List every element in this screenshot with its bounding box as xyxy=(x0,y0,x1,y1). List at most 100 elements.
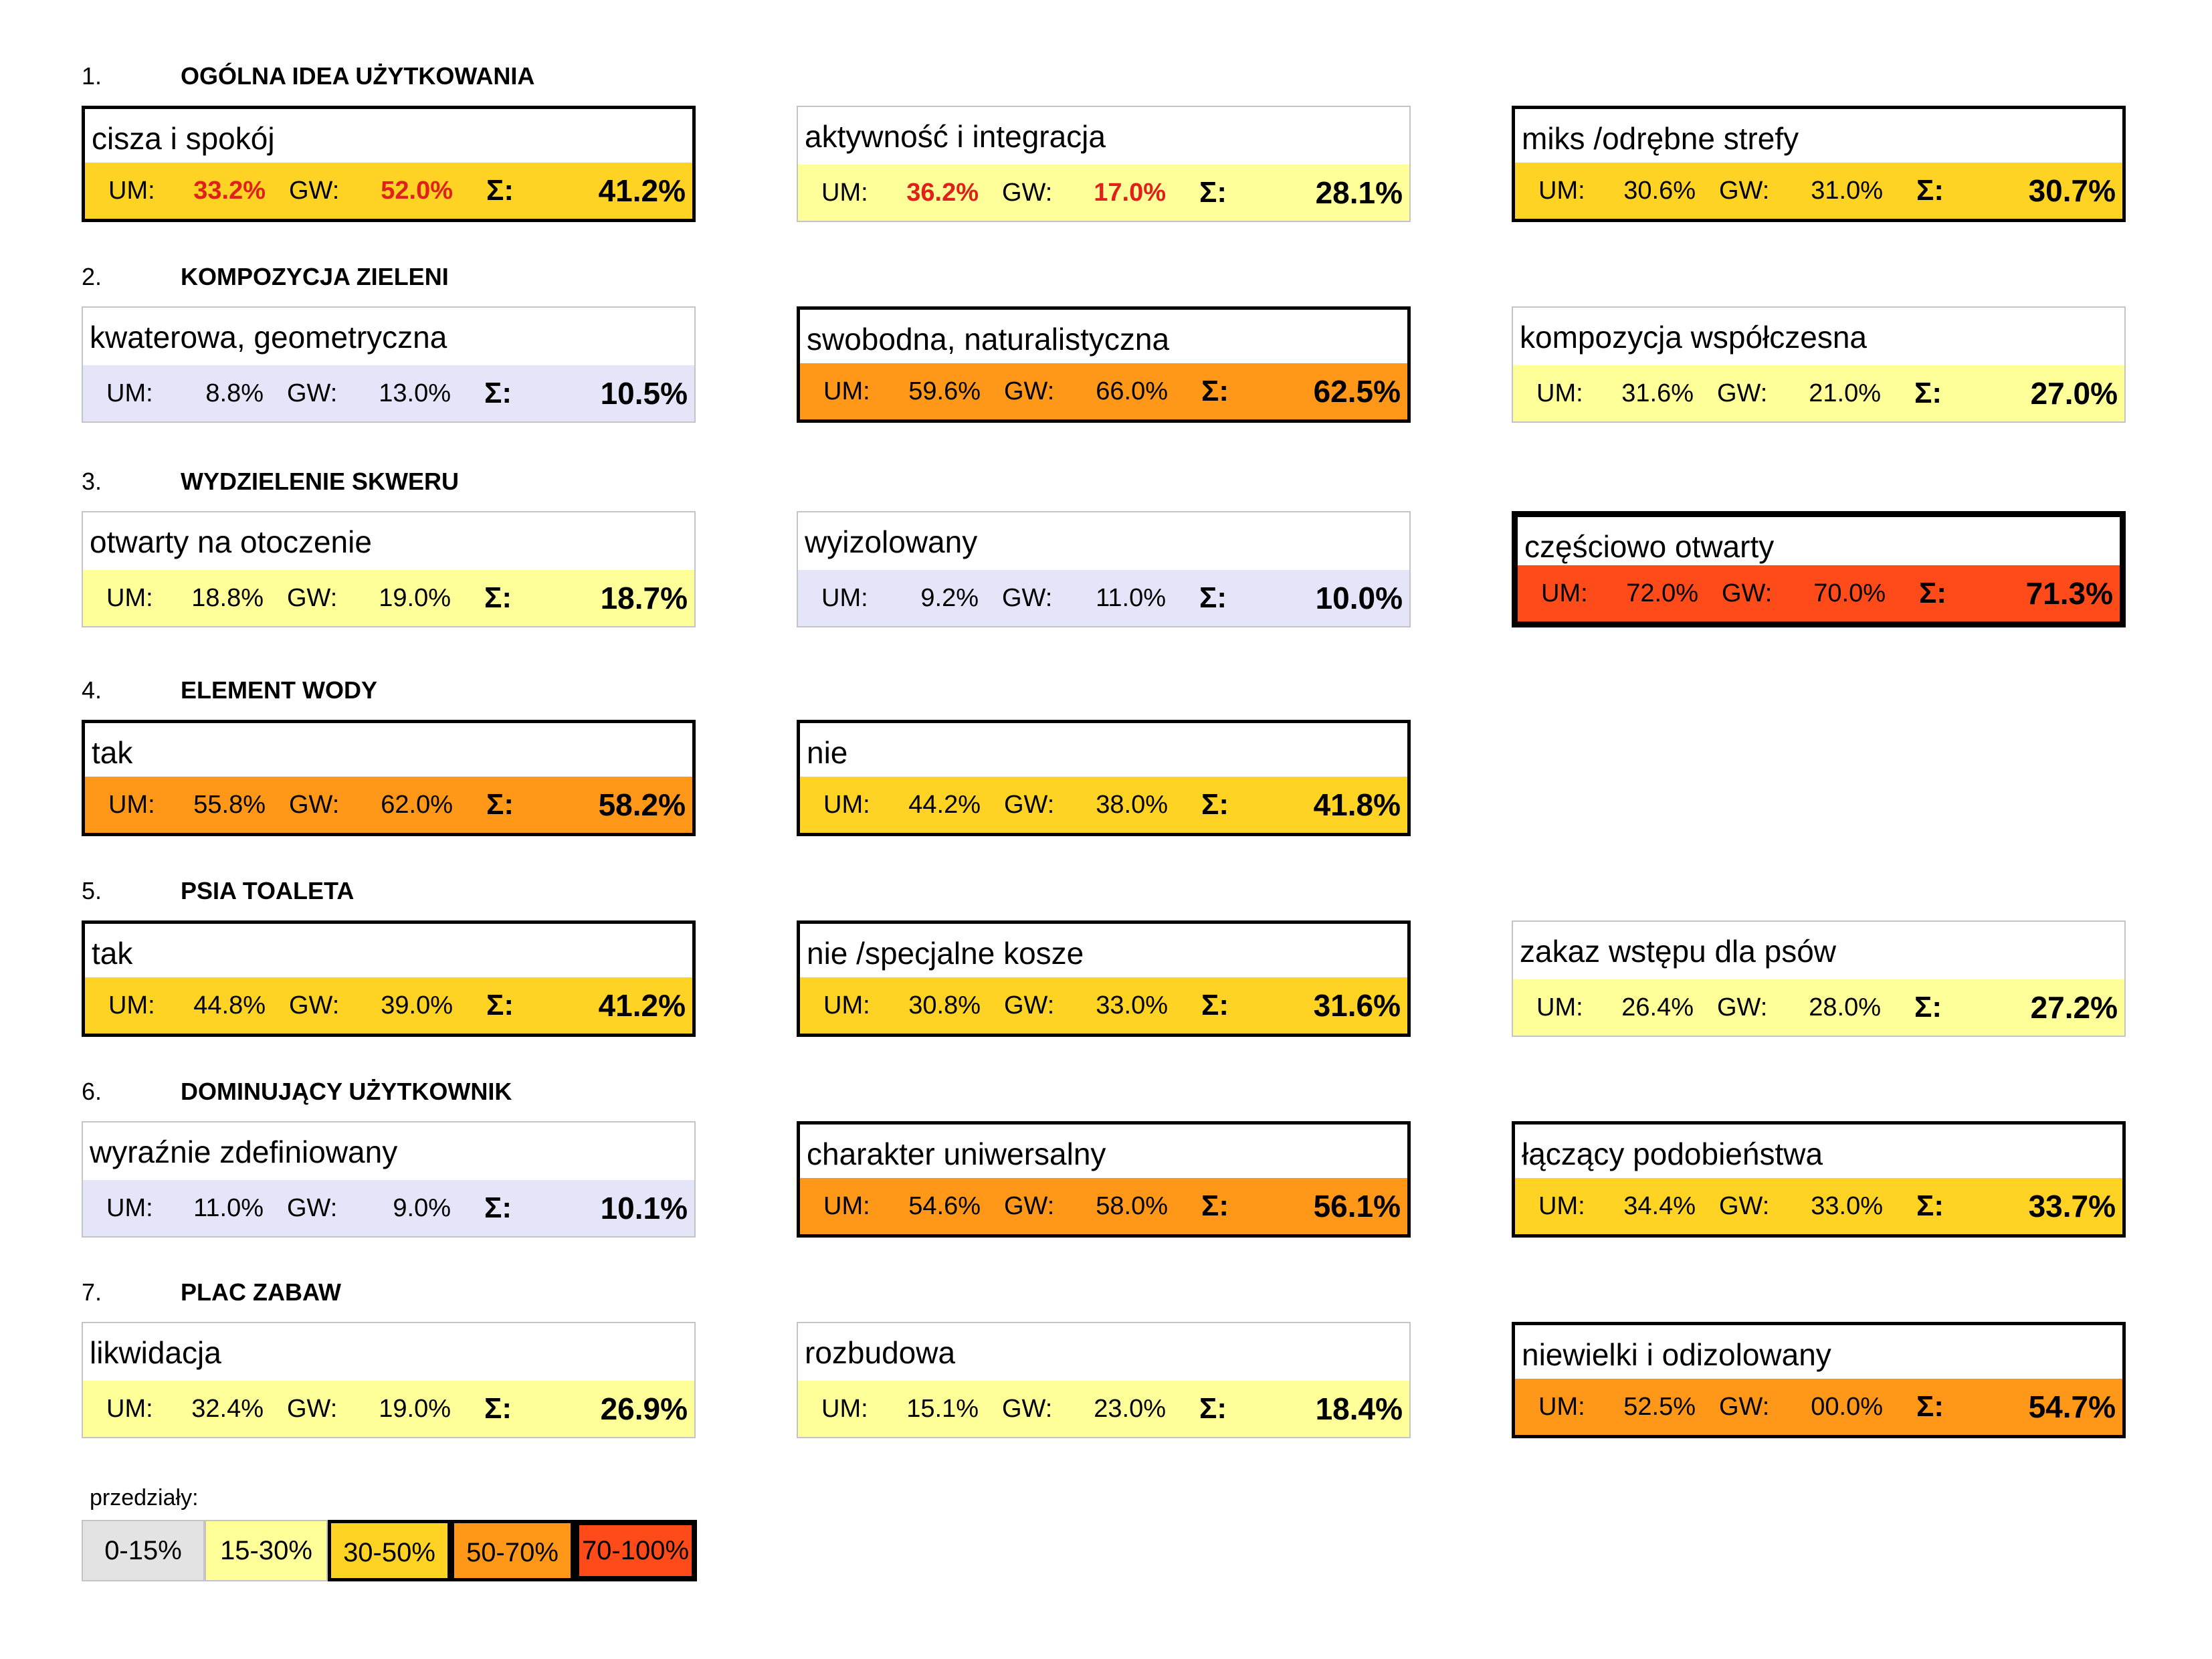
total-value: 56.1% xyxy=(1313,1189,1401,1224)
option-card: niewielki i odizolowany UM: 52.5% GW: 00.0% Σ… xyxy=(1512,1322,2126,1438)
um-value: 36.2% xyxy=(906,179,979,207)
sigma-label: Σ: xyxy=(1916,174,1944,207)
gw-value: 52.0% xyxy=(381,177,453,205)
gw-label: GW: xyxy=(1004,377,1055,405)
option-result-row: UM: 44.2% GW: 38.0% Σ: 41.8% xyxy=(800,777,1407,833)
option-card: wyizolowany UM: 9.2% GW: 11.0% Σ: 10.0% xyxy=(797,511,1411,627)
sigma-label: Σ: xyxy=(1199,1392,1227,1425)
option-result-row: UM: 15.1% GW: 23.0% Σ: 18.4% xyxy=(798,1381,1409,1437)
gw-value: 11.0% xyxy=(1096,584,1166,612)
gw-value: 19.0% xyxy=(379,584,451,612)
option-result-row: UM: 33.2% GW: 52.0% Σ: 41.2% xyxy=(85,163,692,219)
option-card: rozbudowa UM: 15.1% GW: 23.0% Σ: 18.4% xyxy=(797,1322,1411,1438)
total-value: 26.9% xyxy=(600,1391,688,1426)
gw-value: 13.0% xyxy=(379,379,451,407)
um-label: UM: xyxy=(821,179,868,207)
sigma-label: Σ: xyxy=(1914,991,1942,1023)
um-label: UM: xyxy=(1536,379,1583,407)
gw-value: 28.0% xyxy=(1809,993,1881,1021)
um-value: 72.0% xyxy=(1626,579,1698,607)
gw-value: 31.0% xyxy=(1811,177,1883,205)
um-value: 54.6% xyxy=(908,1192,981,1220)
option-label: nie /specjalne kosze xyxy=(807,936,1084,971)
um-value: 44.8% xyxy=(193,991,266,1019)
total-value: 18.7% xyxy=(600,581,688,615)
um-label: UM: xyxy=(1536,993,1583,1021)
legend-item: 15-30% xyxy=(205,1520,328,1581)
option-label: wyraźnie zdefiniowany xyxy=(90,1135,398,1169)
survey-section: 7. PLAC ZABAW likwidacja UM: 32.4% GW: 19.0% Σ:… xyxy=(0,1216,2212,1438)
option-card: łączący podobieństwa UM: 34.4% GW: 33.0% Σ: 33… xyxy=(1512,1121,2126,1238)
total-value: 10.0% xyxy=(1315,581,1403,615)
total-value: 28.1% xyxy=(1315,175,1403,210)
total-value: 62.5% xyxy=(1313,374,1401,409)
um-value: 15.1% xyxy=(906,1395,979,1423)
option-result-row: UM: 52.5% GW: 00.0% Σ: 54.7% xyxy=(1515,1379,2122,1435)
option-card: tak UM: 55.8% GW: 62.0% Σ: 58.2% xyxy=(82,720,696,836)
option-result-row: UM: 30.6% GW: 31.0% Σ: 30.7% xyxy=(1515,163,2122,219)
section-number: 3. xyxy=(82,468,102,495)
survey-section: 6. DOMINUJĄCY UŻYTKOWNIK wyraźnie zdefinio… xyxy=(0,1015,2212,1238)
option-card: kwaterowa, geometryczna UM: 8.8% GW: 13.0% Σ:… xyxy=(82,306,696,423)
gw-label: GW: xyxy=(289,791,340,819)
gw-label: GW: xyxy=(1002,179,1053,207)
option-card: swobodna, naturalistyczna UM: 59.6% GW: 66.0… xyxy=(797,306,1411,423)
survey-section: 2. KOMPOZYCJA ZIELENI kwaterowa, geometryc… xyxy=(0,201,2212,423)
option-result-row: UM: 31.6% GW: 21.0% Σ: 27.0% xyxy=(1513,365,2124,421)
total-value: 27.0% xyxy=(2030,376,2118,411)
section-title: ELEMENT WODY xyxy=(181,676,377,704)
option-result-row: UM: 18.8% GW: 19.0% Σ: 18.7% xyxy=(83,570,694,626)
section-title: KOMPOZYCJA ZIELENI xyxy=(181,263,449,290)
option-result-row: UM: 9.2% GW: 11.0% Σ: 10.0% xyxy=(798,570,1409,626)
um-label: UM: xyxy=(106,1194,153,1222)
um-label: UM: xyxy=(823,791,870,819)
sigma-label: Σ: xyxy=(1916,1390,1944,1423)
option-label: rozbudowa xyxy=(805,1335,956,1370)
option-card: częściowo otwarty UM: 72.0% GW: 70.0% Σ: 71.3% xyxy=(1512,511,2126,627)
option-label: niewielki i odizolowany xyxy=(1522,1337,1831,1372)
um-label: UM: xyxy=(821,584,868,612)
survey-section: 1. OGÓLNA IDEA UŻYTKOWANIA cisza i spokój U… xyxy=(0,0,2212,222)
sigma-label: Σ: xyxy=(484,1191,512,1224)
um-value: 55.8% xyxy=(193,791,266,819)
total-value: 31.6% xyxy=(1313,988,1401,1023)
gw-value: 23.0% xyxy=(1094,1395,1166,1423)
sigma-label: Σ: xyxy=(1201,375,1229,407)
um-label: UM: xyxy=(823,991,870,1019)
legend-title: przedziały: xyxy=(90,1485,199,1510)
sigma-label: Σ: xyxy=(1914,377,1942,409)
um-label: UM: xyxy=(108,991,155,1019)
option-label: tak xyxy=(92,735,133,770)
option-label: likwidacja xyxy=(90,1335,221,1370)
gw-label: GW: xyxy=(1004,1192,1055,1220)
option-result-row: UM: 44.8% GW: 39.0% Σ: 41.2% xyxy=(85,977,692,1034)
option-card: miks /odrębne strefy UM: 30.6% GW: 31.0% Σ: 30… xyxy=(1512,106,2126,222)
option-result-row: UM: 55.8% GW: 62.0% Σ: 58.2% xyxy=(85,777,692,833)
um-label: UM: xyxy=(1541,579,1588,607)
option-card: nie /specjalne kosze UM: 30.8% GW: 33.0% Σ: 31… xyxy=(797,920,1411,1037)
gw-value: 19.0% xyxy=(379,1395,451,1423)
section-title: PSIA TOALETA xyxy=(181,877,355,904)
option-card: wyraźnie zdefiniowany UM: 11.0% GW: 9.0% Σ: 10… xyxy=(82,1121,696,1238)
um-label: UM: xyxy=(106,584,153,612)
sigma-label: Σ: xyxy=(486,989,514,1021)
option-result-row: UM: 11.0% GW: 9.0% Σ: 10.1% xyxy=(83,1180,694,1236)
sigma-label: Σ: xyxy=(1201,989,1229,1021)
gw-value: 9.0% xyxy=(393,1194,451,1222)
legend-item: 70-100% xyxy=(574,1520,697,1581)
sigma-label: Σ: xyxy=(1199,176,1227,209)
option-label: częściowo otwarty xyxy=(1524,529,1775,564)
gw-value: 58.0% xyxy=(1096,1192,1168,1220)
um-label: UM: xyxy=(823,377,870,405)
um-value: 59.6% xyxy=(908,377,981,405)
option-result-row: UM: 34.4% GW: 33.0% Σ: 33.7% xyxy=(1515,1178,2122,1234)
legend-item: 30-50% xyxy=(328,1520,451,1581)
section-title: PLAC ZABAW xyxy=(181,1278,341,1306)
gw-label: GW: xyxy=(1719,1393,1770,1421)
survey-section: 5. PSIA TOALETA tak UM: 44.8% GW: 39.0% Σ: 41.2%… xyxy=(0,815,2212,1037)
survey-section: 4. ELEMENT WODY tak UM: 55.8% GW: 62.0% Σ: 58.2%… xyxy=(0,614,2212,836)
option-result-row: UM: 54.6% GW: 58.0% Σ: 56.1% xyxy=(800,1178,1407,1234)
option-label: aktywność i integracja xyxy=(805,119,1106,154)
total-value: 27.2% xyxy=(2030,990,2118,1025)
